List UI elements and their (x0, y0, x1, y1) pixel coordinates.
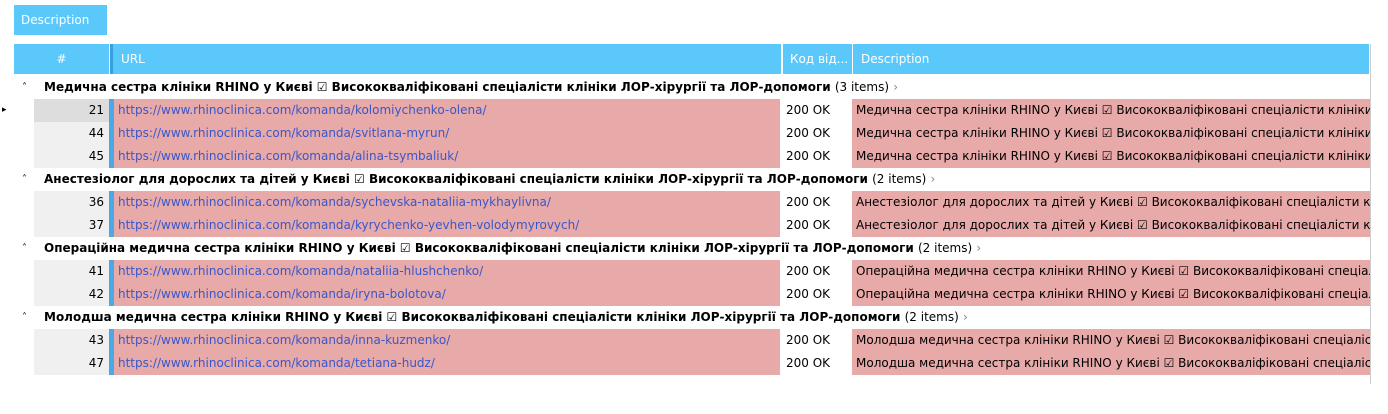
group-header: Анестезіолог для дорослих та дітей у Киє… (44, 168, 1364, 191)
column-header[interactable]: URL (113, 44, 782, 74)
group-count: (3 items) (834, 80, 890, 94)
url-cell[interactable]: https://www.rhinoclinica.com/komanda/ali… (114, 145, 780, 168)
group-arrow[interactable]: › (963, 310, 968, 324)
row-marker (109, 214, 114, 237)
status-cell: 200 OK (786, 195, 831, 209)
collapse-toggle[interactable]: ˄ (22, 243, 27, 254)
row-marker (109, 329, 114, 352)
collapse-toggle[interactable]: ˄ (22, 312, 27, 323)
row-number: 41 (34, 260, 109, 283)
url-cell[interactable]: https://www.rhinoclinica.com/komanda/nat… (114, 260, 780, 283)
description-cell: Медична сестра клініки RHINO у Києві ☑ В… (852, 145, 1370, 168)
group-header: Операційна медична сестра клініки RHINO … (44, 237, 1364, 260)
collapse-toggle[interactable]: ˄ (22, 174, 27, 185)
group-arrow[interactable]: › (976, 241, 982, 255)
status-cell: 200 OK (786, 287, 831, 301)
row-marker (109, 145, 114, 168)
url-cell[interactable]: https://www.rhinoclinica.com/komanda/syc… (114, 191, 780, 214)
row-marker (109, 99, 114, 122)
description-cell: Анестезіолог для дорослих та дітей у Киє… (852, 191, 1370, 214)
column-header[interactable]: Код від... (783, 44, 853, 74)
row-indicator: ▸ (2, 105, 7, 115)
collapse-toggle[interactable]: ˄ (22, 82, 27, 93)
status-cell: 200 OK (786, 264, 831, 278)
column-header[interactable]: # (14, 44, 110, 74)
group-title: Операційна медична сестра клініки RHINO … (44, 241, 914, 255)
group-title: Медична сестра клініки RHINO у Києві ☑ В… (44, 80, 831, 94)
status-cell: 200 OK (786, 218, 831, 232)
row-marker (109, 191, 114, 214)
column-splitter[interactable] (110, 44, 113, 74)
description-cell: Операційна медична сестра клініки RHINO … (852, 283, 1370, 306)
url-cell[interactable]: https://www.rhinoclinica.com/komanda/kyr… (114, 214, 780, 237)
row-number: 37 (34, 214, 109, 237)
description-cell: Операційна медична сестра клініки RHINO … (852, 260, 1370, 283)
row-number: 44 (34, 122, 109, 145)
group-header: Медична сестра клініки RHINO у Києві ☑ В… (44, 76, 1364, 99)
row-number: 47 (34, 352, 109, 375)
row-number: 45 (34, 145, 109, 168)
group-title: Анестезіолог для дорослих та дітей у Киє… (44, 172, 868, 186)
row-number: 36 (34, 191, 109, 214)
status-cell: 200 OK (786, 126, 831, 140)
description-cell: Медична сестра клініки RHINO у Києві ☑ В… (852, 122, 1370, 145)
row-marker (109, 283, 114, 306)
group-header: Молодша медична сестра клініки RHINO у К… (44, 306, 1364, 329)
row-number: 42 (34, 283, 109, 306)
row-number: 21 (34, 99, 109, 122)
url-cell[interactable]: https://www.rhinoclinica.com/komanda/inn… (114, 329, 780, 352)
group-arrow[interactable]: › (930, 172, 936, 186)
group-count: (2 items) (872, 172, 927, 186)
group-count: (2 items) (917, 241, 973, 255)
row-marker (109, 122, 114, 145)
group-title: Молодша медична сестра клініки RHINO у К… (44, 310, 901, 324)
row-number: 43 (34, 329, 109, 352)
status-cell: 200 OK (786, 333, 831, 347)
description-cell: Медична сестра клініки RHINO у Києві ☑ В… (852, 99, 1370, 122)
scrollbar-edge (1370, 44, 1371, 384)
description-cell: Молодша медична сестра клініки RHINO у К… (852, 352, 1370, 375)
group-count: (2 items) (904, 310, 959, 324)
group-arrow[interactable]: › (893, 80, 899, 94)
row-marker (109, 352, 114, 375)
url-cell[interactable]: https://www.rhinoclinica.com/komanda/iry… (114, 283, 780, 306)
description-cell: Анестезіолог для дорослих та дітей у Киє… (852, 214, 1370, 237)
column-header[interactable]: Description (853, 44, 1370, 74)
status-cell: 200 OK (786, 149, 831, 163)
url-cell[interactable]: https://www.rhinoclinica.com/komanda/kol… (114, 99, 780, 122)
status-cell: 200 OK (786, 356, 831, 370)
url-cell[interactable]: https://www.rhinoclinica.com/komanda/svi… (114, 122, 780, 145)
description-cell: Молодша медична сестра клініки RHINO у К… (852, 329, 1370, 352)
url-cell[interactable]: https://www.rhinoclinica.com/komanda/tet… (114, 352, 780, 375)
description-button[interactable]: Description (14, 5, 107, 35)
status-cell: 200 OK (786, 103, 831, 117)
row-marker (109, 260, 114, 283)
